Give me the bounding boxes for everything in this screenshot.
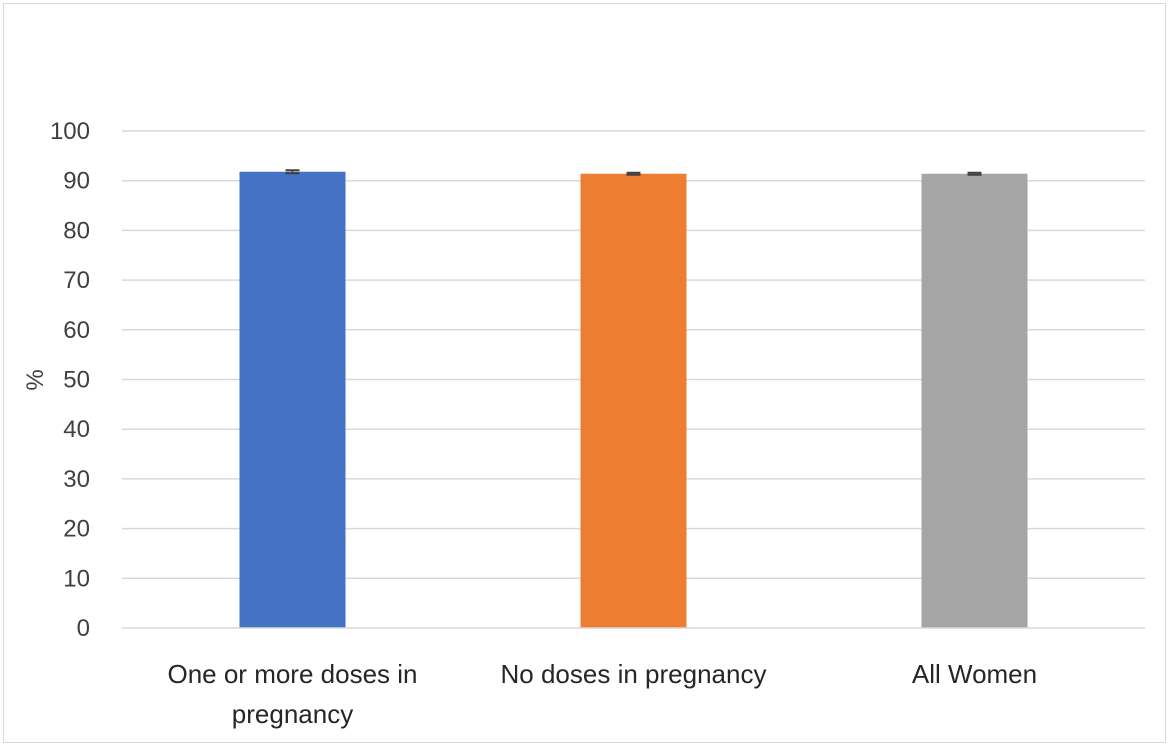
x-category-label: All Women xyxy=(912,659,1037,689)
y-axis-tick-labels: 0 10 20 30 40 50 60 70 80 90 100 xyxy=(50,118,90,642)
error-bar xyxy=(285,169,300,175)
y-tick-label: 20 xyxy=(63,516,90,543)
error-bar xyxy=(626,171,641,176)
x-axis-category-labels: One or more doses in pregnancy No doses in… xyxy=(167,659,1037,729)
y-tick-label: 10 xyxy=(63,565,90,592)
bar xyxy=(239,171,346,628)
error-bars xyxy=(285,169,982,176)
y-axis-title: % xyxy=(22,369,49,390)
y-tick-label: 90 xyxy=(63,168,90,195)
error-bar xyxy=(967,171,982,176)
x-category-label: One or more doses in pregnancy xyxy=(167,659,417,729)
y-tick-label: 0 xyxy=(77,615,90,642)
bar xyxy=(580,173,687,628)
x-category-label: No doses in pregnancy xyxy=(501,659,767,689)
bars xyxy=(239,171,1028,628)
y-tick-label: 100 xyxy=(50,118,90,145)
y-tick-label: 50 xyxy=(63,367,90,394)
y-tick-label: 60 xyxy=(63,317,90,344)
y-tick-label: 30 xyxy=(63,466,90,493)
bar xyxy=(921,173,1028,628)
y-tick-label: 80 xyxy=(63,217,90,244)
y-tick-label: 40 xyxy=(63,416,90,443)
y-tick-label: 70 xyxy=(63,267,90,294)
